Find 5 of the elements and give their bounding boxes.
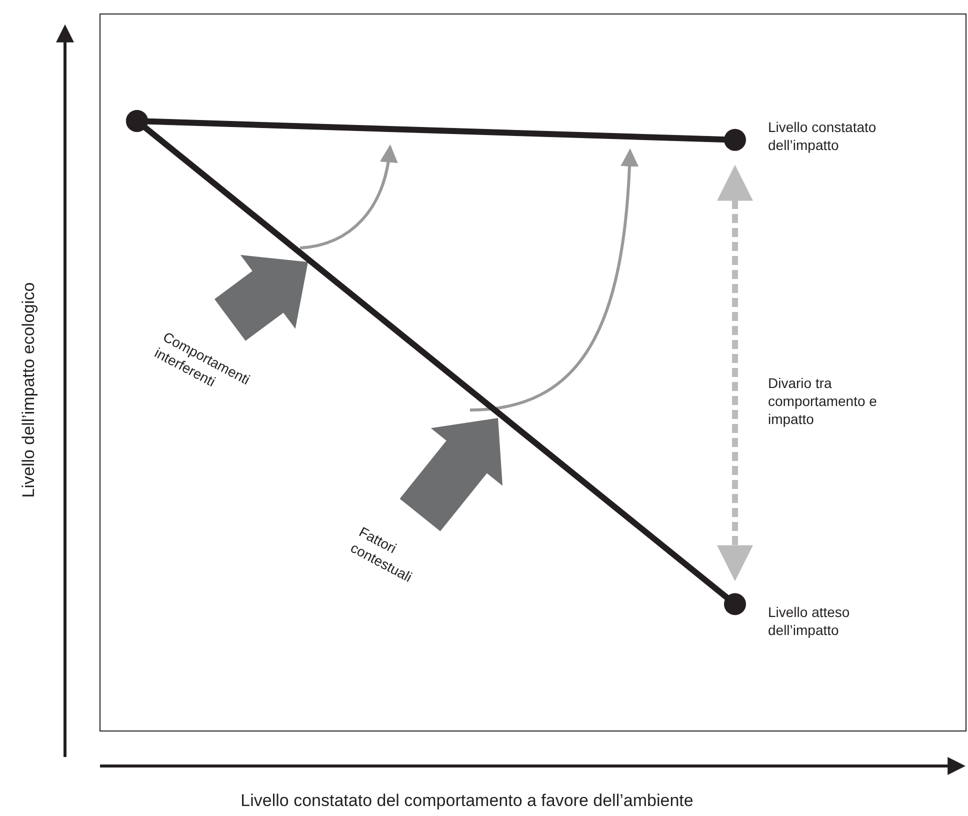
- y-axis-title: Livello dell’impatto ecologico: [19, 282, 38, 498]
- annotation: Divario tra comportamento e impatto: [768, 375, 878, 427]
- annotation: Livello atteso dell’impatto: [768, 604, 850, 638]
- x-axis-title: Livello constatato del comportamento a favore dell’ambiente: [240, 791, 694, 810]
- annotation: Livello constatato dell’impatto: [768, 119, 876, 153]
